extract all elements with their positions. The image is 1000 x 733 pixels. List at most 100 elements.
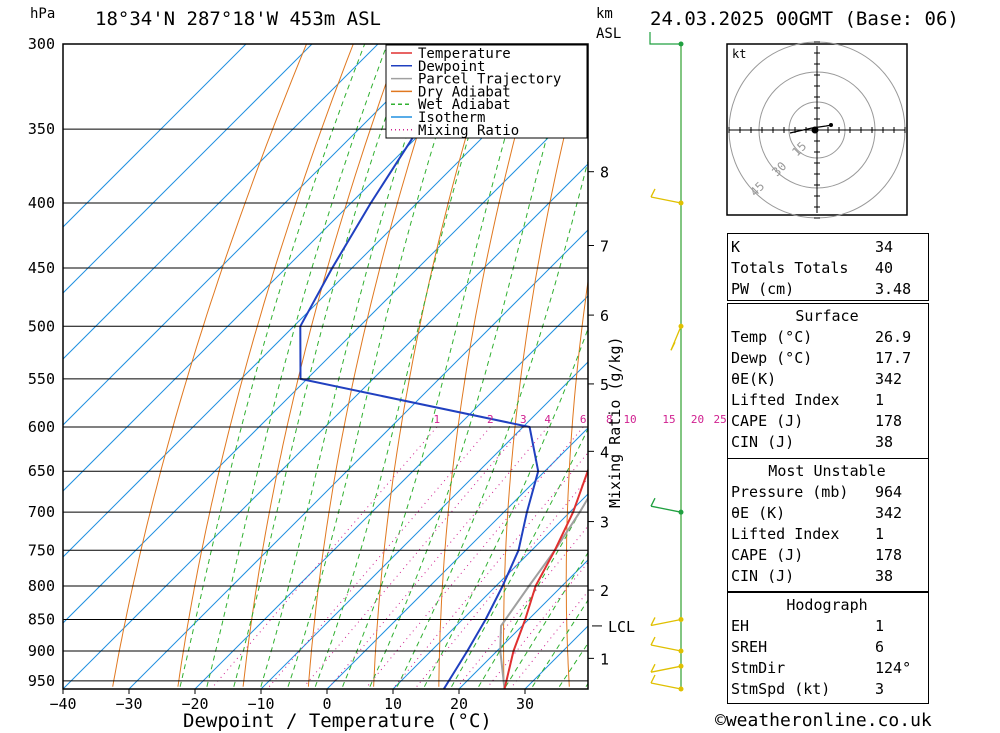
index-label: EH bbox=[731, 616, 750, 635]
index-value: 17.7 bbox=[875, 348, 912, 367]
index-row: CAPE (J) 178 bbox=[727, 410, 927, 431]
wind-barb bbox=[650, 196, 682, 204]
general-indices-box bbox=[727, 233, 929, 301]
mixing-ratio-label: 8 bbox=[606, 413, 613, 426]
hodograph-unit-label: kt bbox=[732, 47, 746, 61]
index-value: 342 bbox=[875, 503, 903, 522]
index-row: CIN (J) 38 bbox=[727, 565, 927, 586]
wind-barb bbox=[650, 665, 682, 673]
index-row: CIN (J) 38 bbox=[727, 431, 927, 452]
index-row: Pressure (mb) 964 bbox=[727, 481, 927, 502]
legend-label: Temperature bbox=[418, 46, 511, 62]
hpa-unit-label: hPa bbox=[30, 6, 56, 22]
pressure-tick-label: 600 bbox=[28, 418, 55, 436]
mixing-ratio-label: 10 bbox=[623, 413, 636, 426]
index-row: Totals Totals 40 bbox=[727, 257, 927, 278]
dewpoint-line bbox=[299, 44, 540, 689]
isotherm-line bbox=[63, 163, 588, 689]
pressure-tick-label: 400 bbox=[28, 194, 55, 212]
index-value: 38 bbox=[875, 432, 894, 451]
wet-adiabat-line bbox=[179, 44, 366, 687]
mixing-ratio-line bbox=[457, 525, 588, 688]
km-unit-label: km bbox=[596, 6, 613, 22]
wind-barb-feather bbox=[670, 341, 676, 351]
index-row: StmDir 124° bbox=[727, 657, 927, 678]
pressure-tick-label: 700 bbox=[28, 503, 55, 521]
temp-tick-label: 20 bbox=[450, 695, 468, 713]
index-label: θE(K) bbox=[731, 369, 777, 388]
hodograph-point bbox=[829, 123, 833, 127]
temp-tick-label: −10 bbox=[247, 695, 274, 713]
index-row: SREH 6 bbox=[727, 636, 927, 657]
isotherm-line bbox=[260, 361, 588, 689]
index-value: 34 bbox=[875, 237, 894, 256]
dry-adiabat-line bbox=[242, 44, 401, 687]
mixing-ratio-label: 15 bbox=[662, 413, 675, 426]
km-tick-label: 8 bbox=[600, 164, 609, 182]
asl-unit-label: ASL bbox=[596, 26, 622, 42]
index-row: PW (cm) 3.48 bbox=[727, 278, 927, 299]
wind-barb-feather bbox=[650, 497, 656, 507]
mixing-ratio-label: 1 bbox=[434, 413, 441, 426]
pressure-tick-label: 900 bbox=[28, 642, 55, 660]
mixing-ratio-label: 20 bbox=[691, 413, 704, 426]
pressure-tick-label: 950 bbox=[28, 672, 55, 690]
wet-adiabat-line bbox=[287, 44, 466, 687]
isotherm-line bbox=[63, 44, 577, 558]
wet-adiabat-line bbox=[369, 44, 573, 687]
km-tick-label: 2 bbox=[600, 582, 609, 600]
dry-adiabat-line bbox=[627, 44, 681, 687]
wind-barb-feather bbox=[650, 663, 656, 673]
copyright-notice: ©weatheronline.co.uk bbox=[715, 710, 932, 731]
legend-box bbox=[385, 44, 588, 139]
index-label: SREH bbox=[731, 637, 768, 656]
legend-label: Wet Adiabat bbox=[418, 97, 511, 113]
temperature-line bbox=[503, 467, 588, 689]
index-value: 1 bbox=[875, 616, 885, 635]
index-row: Lifted Index 1 bbox=[727, 523, 927, 544]
index-label: K bbox=[731, 237, 741, 256]
dry-adiabat-line bbox=[112, 44, 307, 687]
pressure-tick-label: 650 bbox=[28, 462, 55, 480]
index-label: Temp (°C) bbox=[731, 327, 813, 346]
temp-tick-label: −20 bbox=[181, 695, 208, 713]
general-indices-table: K 34 Totals Totals 40 PW (cm) 3.48 bbox=[727, 236, 927, 299]
pressure-tick-label: 850 bbox=[28, 610, 55, 628]
index-value: 1 bbox=[875, 524, 885, 543]
index-value: 3 bbox=[875, 679, 885, 698]
index-label: Pressure (mb) bbox=[731, 482, 849, 501]
wind-barb bbox=[650, 682, 682, 690]
pressure-tick-label: 500 bbox=[28, 317, 55, 335]
index-row: Dewp (°C) 17.7 bbox=[727, 347, 927, 368]
km-tick-label: 1 bbox=[600, 650, 609, 668]
index-value: 3.48 bbox=[875, 279, 912, 298]
temp-tick-label: −30 bbox=[115, 695, 142, 713]
wet-adiabat-line bbox=[396, 159, 588, 687]
pressure-tick-label: 550 bbox=[28, 370, 55, 388]
wind-profile bbox=[649, 32, 684, 692]
most-unstable-title: Most Unstable bbox=[768, 461, 886, 480]
mixing-ratio-label: 4 bbox=[544, 413, 551, 426]
wind-barb-feather bbox=[650, 636, 656, 646]
dry-adiabat-line bbox=[373, 44, 495, 687]
index-label: CIN (J) bbox=[731, 432, 795, 451]
pressure-tick-label: 800 bbox=[28, 577, 55, 595]
lcl-label: LCL bbox=[608, 618, 635, 636]
wind-barb bbox=[650, 618, 682, 627]
legend-label: Dry Adiabat bbox=[418, 84, 511, 100]
station-location: 18°34'N 287°18'W 453m ASL bbox=[95, 8, 381, 30]
index-label: CAPE (J) bbox=[731, 411, 804, 430]
temp-tick-label: 0 bbox=[322, 695, 331, 713]
index-label: Lifted Index bbox=[731, 390, 840, 409]
km-tick-label: 3 bbox=[600, 514, 609, 532]
km-tick-label: 5 bbox=[600, 376, 609, 394]
pressure-tick-label: 450 bbox=[28, 259, 55, 277]
hodograph-storm-motion bbox=[811, 126, 819, 134]
dry-adiabat-line bbox=[686, 44, 728, 687]
index-value: 178 bbox=[875, 411, 903, 430]
isotherm-line bbox=[392, 493, 588, 689]
index-label: Lifted Index bbox=[731, 524, 840, 543]
plot-frame bbox=[62, 43, 589, 690]
wet-adiabat-line bbox=[342, 44, 533, 687]
